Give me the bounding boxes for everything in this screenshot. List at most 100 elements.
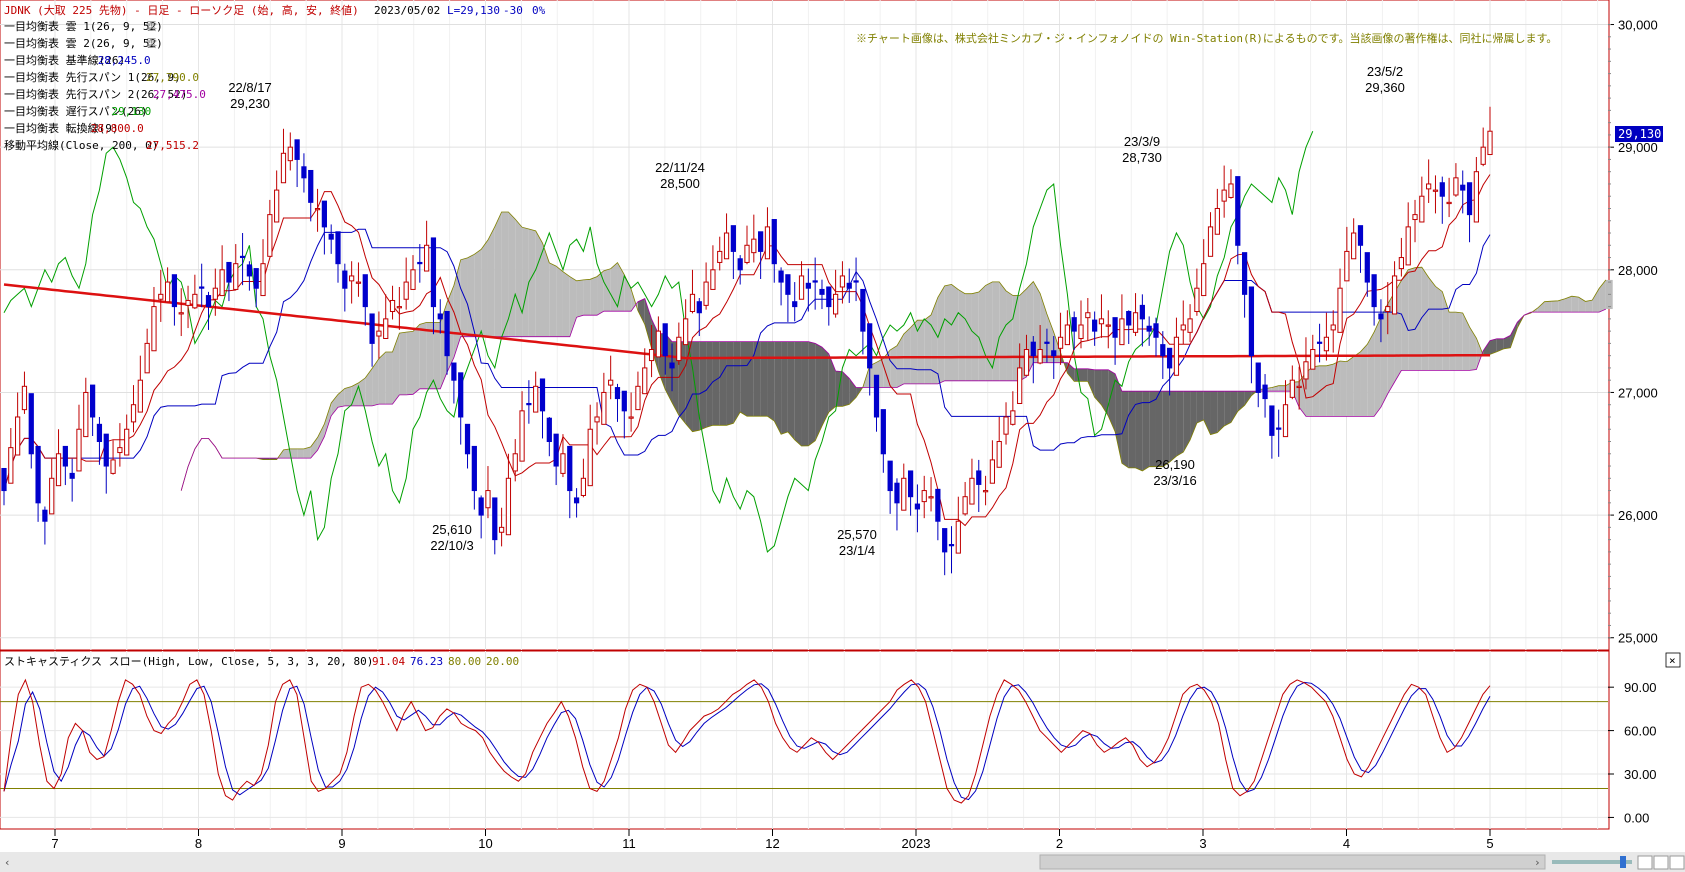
cloud-bearish — [794, 341, 802, 446]
stoch-panel-frame — [0, 650, 1610, 830]
candle-up — [1064, 324, 1070, 346]
cloud-bullish — [1353, 351, 1361, 417]
cloud-bullish — [1428, 277, 1436, 371]
cloud-bullish — [453, 259, 461, 358]
cloud-bearish — [821, 347, 829, 426]
candle-up — [955, 520, 961, 554]
candle-up — [717, 250, 723, 263]
cloud-bullish — [344, 386, 352, 406]
candle-up — [969, 477, 975, 505]
cloud-bearish — [1155, 391, 1163, 467]
candle-up — [928, 496, 934, 499]
cloud-bullish — [310, 437, 318, 459]
current-price-tag-label: 29,130 — [1618, 127, 1661, 141]
candle-up — [751, 238, 757, 254]
cloud-bullish — [1401, 269, 1409, 371]
candle-down — [1112, 317, 1118, 338]
candle-up — [676, 336, 682, 362]
candle-down — [546, 417, 552, 443]
scroll-right-icon[interactable]: › — [1534, 856, 1541, 869]
cloud-bullish — [1462, 313, 1470, 371]
cloud-bearish — [1230, 391, 1238, 423]
candle-up — [744, 244, 750, 263]
candle-down — [1092, 319, 1098, 332]
candle-down — [253, 268, 259, 289]
scroll-left-icon[interactable]: ‹ — [4, 856, 11, 869]
candle-down — [1378, 313, 1384, 320]
scrollbar-thumb[interactable] — [1039, 854, 1546, 870]
candle-up — [1289, 379, 1295, 398]
candle-up — [833, 293, 839, 315]
candle-down — [880, 409, 886, 455]
moving-average-200 — [3, 283, 1490, 360]
zoom-out-button[interactable] — [1653, 855, 1669, 870]
candle-down — [308, 169, 314, 203]
cloud-bullish — [1571, 296, 1579, 313]
candle-up — [424, 244, 430, 272]
cloud-bearish — [1142, 391, 1150, 471]
legend-value: 雲 — [146, 20, 157, 33]
legend-label: 一目均衡表 雲 1(26, 9, 52) — [4, 19, 163, 33]
cloud-bullish — [1374, 317, 1381, 417]
candle-up — [185, 299, 191, 306]
stoch-close-button[interactable] — [1665, 652, 1681, 668]
candle-down — [205, 295, 212, 308]
candle-down — [1439, 182, 1445, 197]
cloud-bearish — [1115, 373, 1122, 464]
cloud-bullish — [1469, 327, 1477, 371]
legend-label: 一目均衡表 先行スパン 2(26, 52) — [4, 87, 187, 101]
zoom-slider-handle[interactable] — [1620, 856, 1626, 868]
stoch-upper-level: 80.00 — [448, 655, 481, 668]
candle-up — [1330, 324, 1336, 331]
cloud-bullish — [1415, 267, 1422, 371]
cloud-bullish — [556, 266, 563, 337]
candle-up — [1105, 324, 1111, 327]
candle-up — [1453, 177, 1459, 196]
view-menu-button[interactable] — [1669, 855, 1685, 870]
cloud-bearish — [753, 341, 761, 417]
candle-up — [130, 404, 137, 423]
annotation-line2: 29,360 — [1365, 80, 1405, 95]
candle-up — [151, 306, 157, 352]
stochastic-lines — [3, 678, 1491, 804]
candle-up — [1473, 171, 1479, 223]
close-icon[interactable]: × — [1669, 654, 1676, 667]
candle-down — [342, 270, 348, 289]
cloud-bullish — [958, 289, 966, 381]
cloud-bullish — [331, 394, 339, 416]
candle-up — [1337, 287, 1343, 333]
candle-down — [792, 301, 798, 308]
candle-up — [8, 447, 14, 484]
candle-up — [260, 263, 266, 297]
candle-up — [901, 477, 907, 511]
cloud-bearish — [760, 341, 768, 417]
cloud-bearish — [801, 341, 809, 446]
candle-up — [1057, 336, 1064, 349]
cloud-bullish — [1006, 290, 1013, 381]
cloud-bullish — [406, 331, 413, 395]
zoom-in-button[interactable] — [1637, 855, 1653, 870]
current-price-tag — [1615, 126, 1663, 142]
candle-up — [1228, 183, 1234, 198]
cloud-bullish — [412, 324, 420, 395]
candle-down — [199, 286, 205, 289]
stoch-lower-level: 20.00 — [486, 655, 519, 668]
candle-down — [301, 166, 307, 179]
candle-down — [942, 528, 948, 553]
candle-up — [410, 269, 416, 290]
cloud-bullish — [283, 448, 291, 459]
candle-down — [935, 488, 941, 522]
candle-up — [1010, 410, 1016, 425]
cloud-bullish — [426, 322, 434, 389]
cloud-bearish — [644, 298, 652, 349]
y-tick-label: 30,000 — [1618, 18, 1658, 33]
cloud-bullish — [1564, 296, 1572, 313]
cloud-bullish — [583, 279, 591, 316]
candle-down — [171, 274, 178, 308]
annotation-line2: 23/1/4 — [839, 543, 875, 558]
cloud-bullish — [303, 446, 311, 459]
candle-up — [1132, 312, 1139, 333]
zoom-slider[interactable] — [1552, 860, 1632, 864]
